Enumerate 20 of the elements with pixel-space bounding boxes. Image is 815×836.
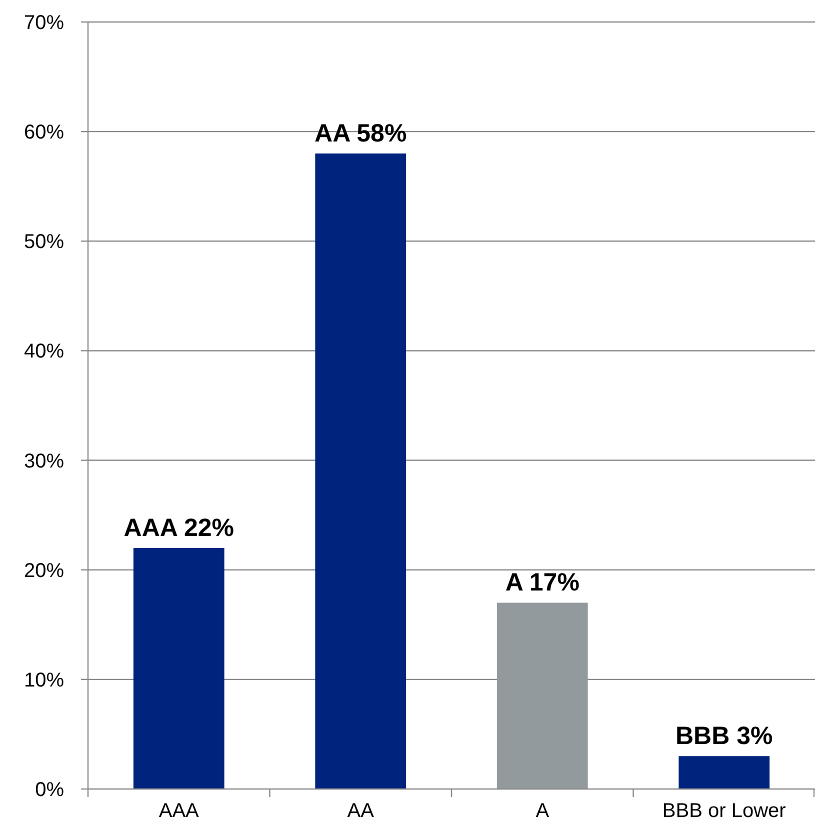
x-tick-label: AAA [158, 800, 200, 822]
y-tick-label: 60% [24, 122, 64, 144]
bar [496, 602, 588, 789]
data-label: AAA 22% [124, 514, 234, 542]
data-label: BBB 3% [676, 722, 773, 750]
y-tick-label: 0% [35, 779, 64, 801]
data-label: AA 58% [314, 119, 407, 148]
bar [315, 153, 406, 789]
bar [678, 756, 770, 789]
y-tick-label: 10% [24, 669, 64, 692]
x-tick-label: A [536, 800, 550, 822]
y-tick-label: 40% [24, 340, 64, 363]
data-label: A 17% [505, 568, 580, 597]
bar [133, 548, 224, 789]
y-tick-label: 20% [24, 560, 64, 582]
y-tick-label: 50% [24, 231, 64, 254]
y-tick-label: 70% [24, 12, 64, 34]
x-tick-label: BBB or Lower [662, 800, 786, 822]
x-tick-label: AA [347, 800, 375, 822]
y-tick-label: 30% [24, 450, 64, 472]
